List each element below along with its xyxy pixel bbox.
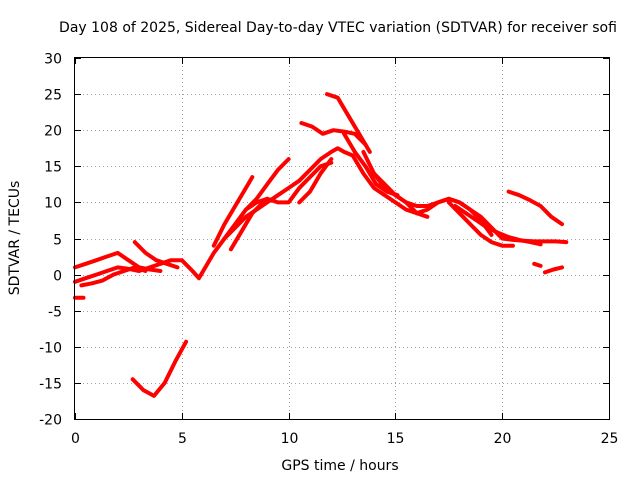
series-line-s18 <box>453 204 543 247</box>
series-line-s9 <box>228 196 276 252</box>
x-tick-label: 25 <box>601 431 619 447</box>
series-line-s12 <box>299 121 368 147</box>
y-tick-label: 15 <box>44 160 62 176</box>
y-tick-label: 5 <box>53 233 62 249</box>
y-tick-label: -10 <box>39 341 62 357</box>
x-tick-label: 15 <box>387 431 405 447</box>
series-line-s17 <box>446 200 515 248</box>
series-line-s8 <box>211 175 255 248</box>
series-line-s4 <box>132 240 180 270</box>
series-line-s16 <box>372 171 430 219</box>
y-tick-label: 20 <box>44 124 62 140</box>
series-line-s15 <box>361 149 494 237</box>
tick-layer: 0 5 10 15 20 25 -20 -15 -10 -5 0 5 10 15 20 25 30 <box>39 52 618 448</box>
y-tick-label: -15 <box>39 377 62 393</box>
series-line-s7 <box>222 157 291 241</box>
y-tick-label: -20 <box>39 413 62 429</box>
series-line-s3 <box>79 265 148 288</box>
y-axis-label: SDTVAR / TECUs <box>7 181 23 296</box>
series-line-s6 <box>130 339 189 398</box>
x-tick-label: 20 <box>494 431 512 447</box>
series-line-s21 <box>542 265 564 275</box>
y-tick-label: 25 <box>44 88 62 104</box>
y-tick-label: 30 <box>44 52 62 68</box>
series-line-s19 <box>506 189 564 227</box>
plot-frame <box>74 57 610 420</box>
series-line-main <box>73 146 569 284</box>
chart-title: Day 108 of 2025, Sidereal Day-to-day VTE… <box>59 20 617 36</box>
series-layer <box>73 92 569 398</box>
x-tick-label: 0 <box>71 431 80 447</box>
x-axis-label: GPS time / hours <box>281 458 398 474</box>
series-line-s2 <box>73 250 163 273</box>
series-line-s20 <box>532 261 543 268</box>
y-tick-label: -5 <box>48 305 62 321</box>
series-line-s13 <box>325 92 372 154</box>
grid-layer <box>75 58 609 419</box>
x-tick-label: 5 <box>178 431 187 447</box>
x-tick-label: 10 <box>281 431 299 447</box>
series-line-s10 <box>243 160 334 212</box>
series-line-s11 <box>297 157 334 205</box>
y-tick-label: 0 <box>53 269 62 285</box>
y-tick-label: 10 <box>44 196 62 212</box>
